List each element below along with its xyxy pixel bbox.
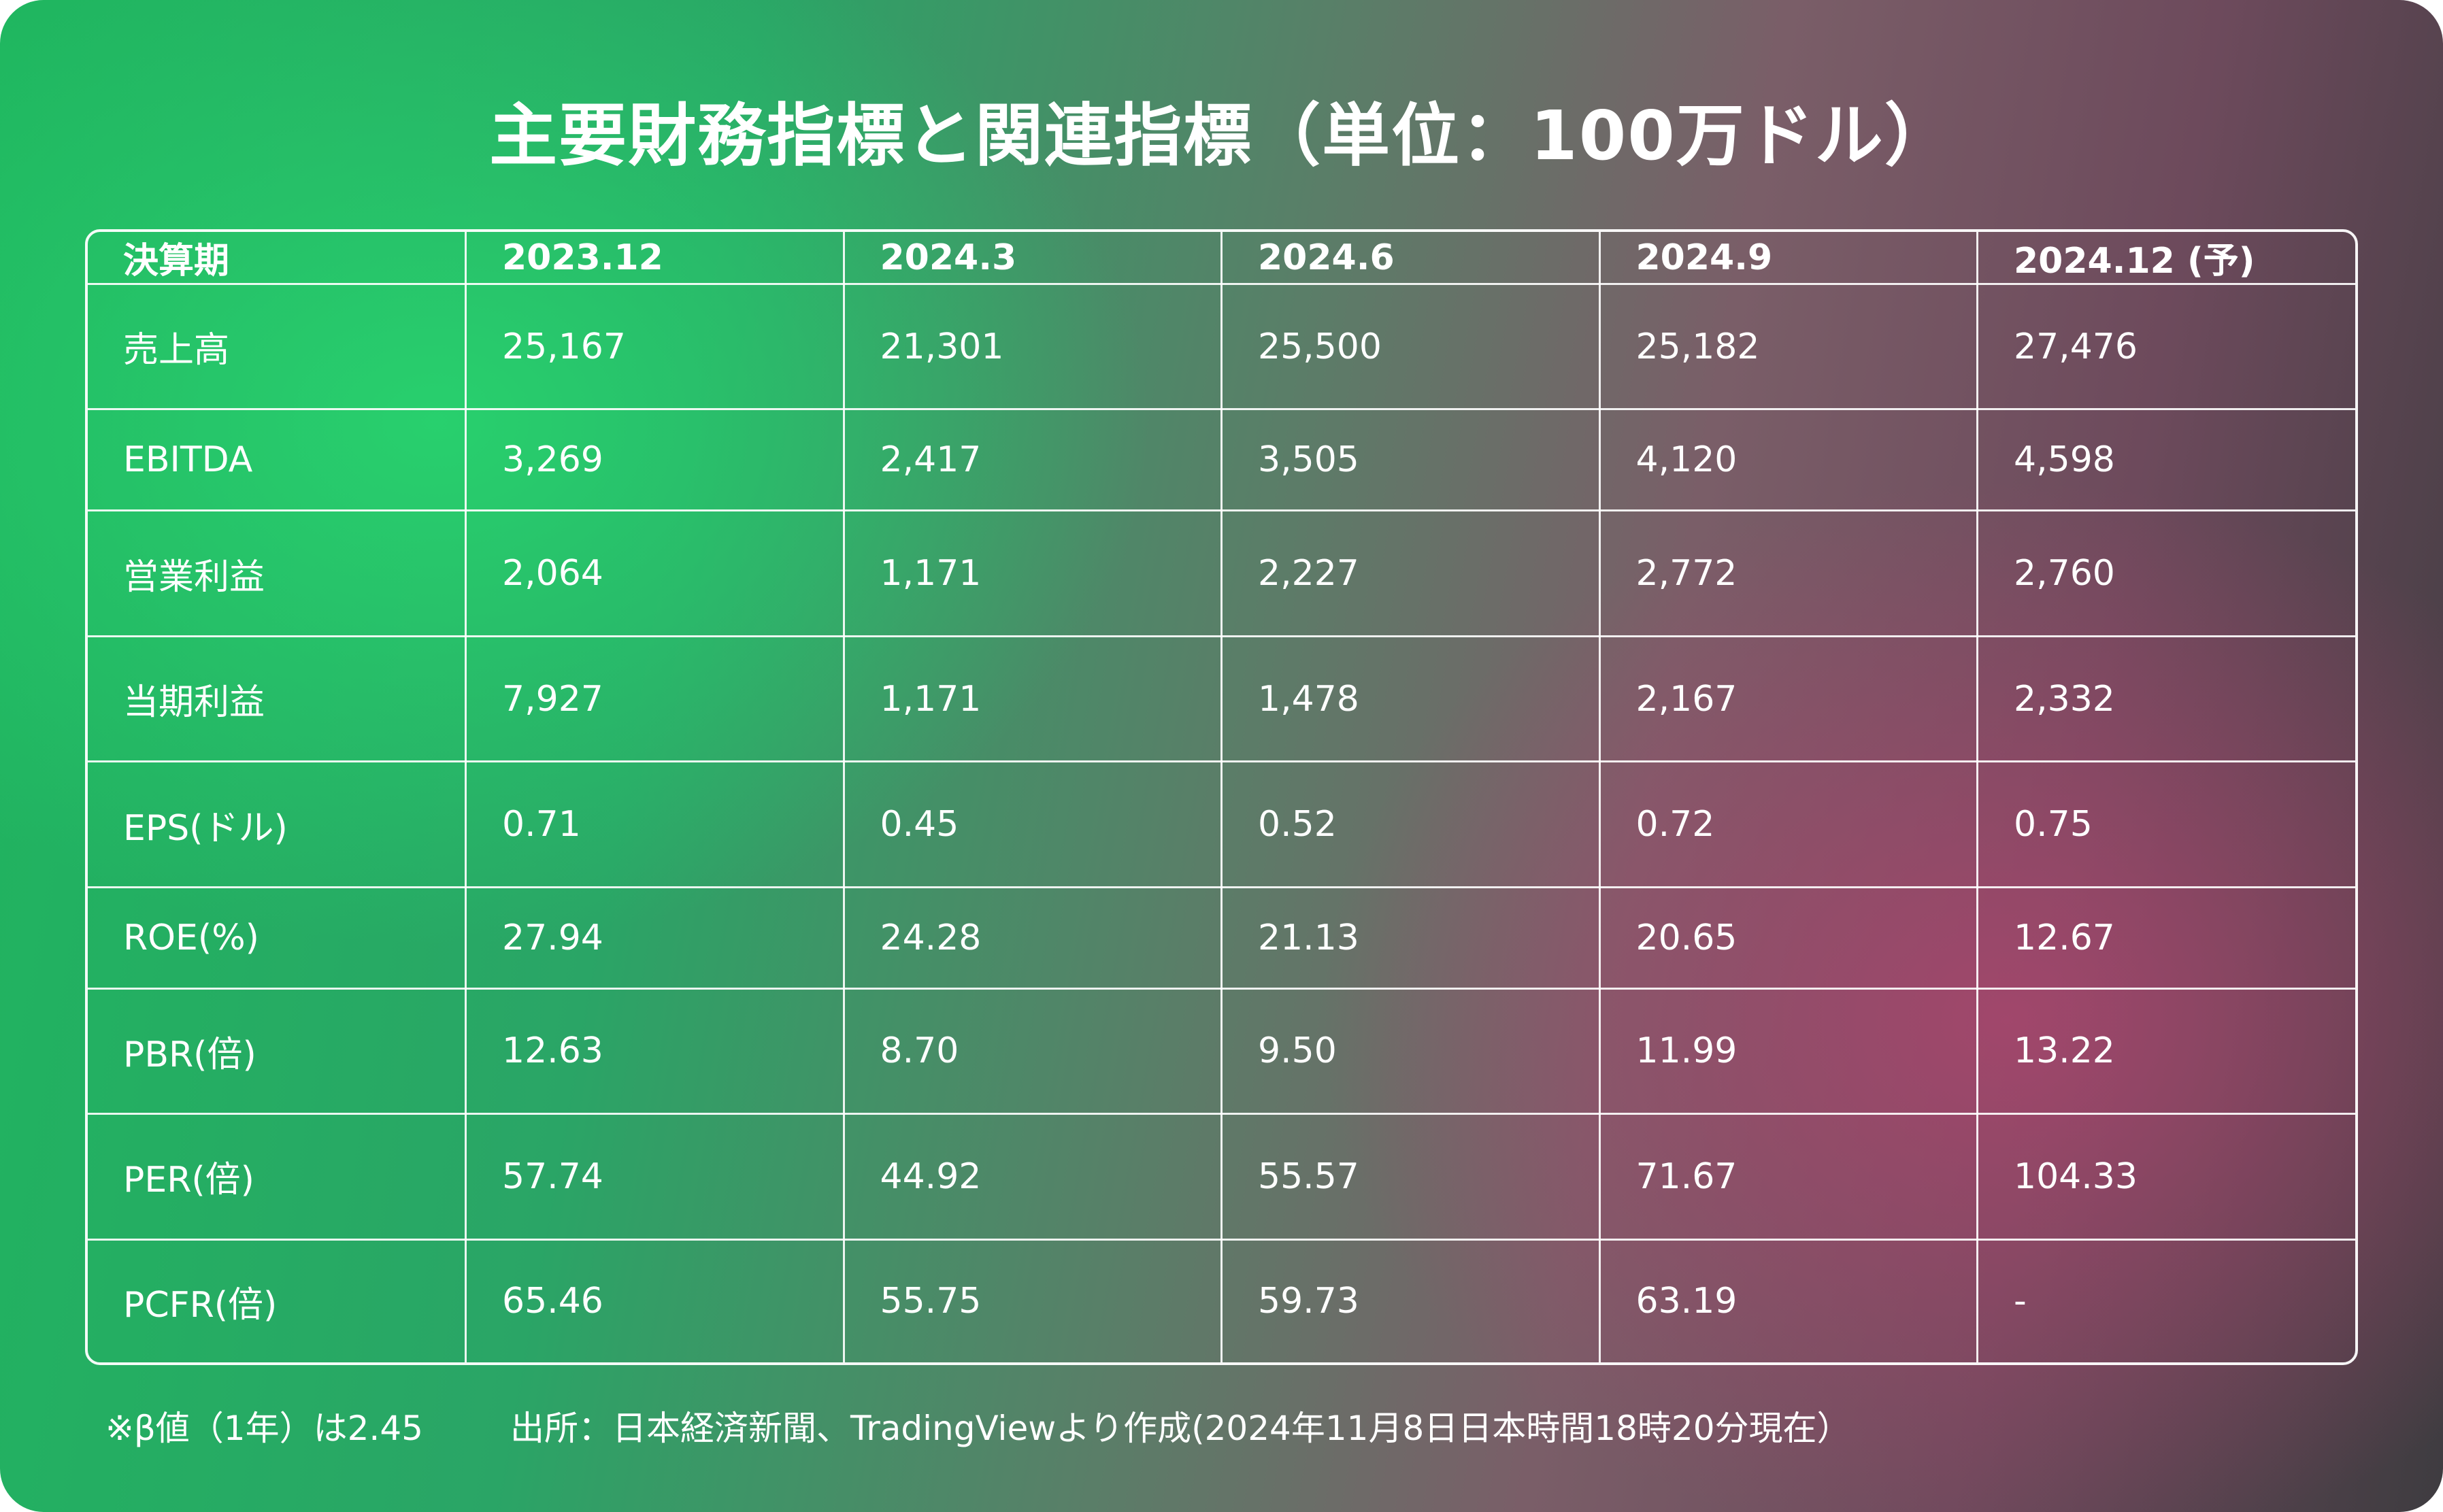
- table-cell: 12.63: [465, 987, 845, 1115]
- table-cell: 0.45: [842, 760, 1223, 888]
- table-cell: 1,478: [1220, 635, 1601, 763]
- table-cell: 25,167: [465, 282, 845, 411]
- row-label: EBITDA: [88, 408, 467, 512]
- table-row-eps: EPS(ドル) 0.71 0.45 0.52 0.72 0.75: [88, 760, 2355, 888]
- header-2024-6: 2024.6: [1220, 232, 1601, 285]
- table-cell: 2,227: [1220, 509, 1601, 637]
- table-cell: 104.33: [1976, 1113, 2355, 1241]
- table-row-pcfr: PCFR(倍) 65.46 55.75 59.73 63.19 -: [88, 1238, 2355, 1362]
- row-label: 営業利益: [88, 509, 467, 637]
- table-cell: 21,301: [842, 282, 1223, 411]
- table-cell: 0.52: [1220, 760, 1601, 888]
- table-cell: 2,417: [842, 408, 1223, 512]
- table-cell: 65.46: [465, 1238, 845, 1362]
- row-label: PER(倍): [88, 1113, 467, 1241]
- table-row-operating-income: 営業利益 2,064 1,171 2,227 2,772 2,760: [88, 509, 2355, 637]
- table-cell: 11.99: [1598, 987, 1978, 1115]
- table-cell: 1,171: [842, 635, 1223, 763]
- table-cell: 0.71: [465, 760, 845, 888]
- table-cell: 20.65: [1598, 886, 1978, 990]
- table-row-ebitda: EBITDA 3,269 2,417 3,505 4,120 4,598: [88, 408, 2355, 512]
- row-label: ROE(%): [88, 886, 467, 990]
- table-cell: 3,269: [465, 408, 845, 512]
- table-cell: 2,760: [1976, 509, 2355, 637]
- table-cell: 27,476: [1976, 282, 2355, 411]
- table-cell: -: [1976, 1238, 2355, 1362]
- table-cell: 59.73: [1220, 1238, 1601, 1362]
- table-cell: 25,182: [1598, 282, 1978, 411]
- financial-table: 決算期 2023.12 2024.3 2024.6 2024.9 2024.12…: [88, 232, 2355, 1362]
- page-title: 主要財務指標と関連指標（単位：100万ドル）: [489, 96, 1954, 175]
- table-cell: 0.75: [1976, 760, 2355, 888]
- row-label: PBR(倍): [88, 987, 467, 1115]
- table-cell: 27.94: [465, 886, 845, 990]
- source-note: 出所：日本経済新聞、TradingViewより作成(2024年11月8日日本時間…: [510, 1409, 1851, 1448]
- table-cell: 0.72: [1598, 760, 1978, 888]
- row-label: 売上高: [88, 282, 467, 411]
- table-cell: 13.22: [1976, 987, 2355, 1115]
- table-cell: 44.92: [842, 1113, 1223, 1241]
- table-cell: 12.67: [1976, 886, 2355, 990]
- table-cell: 21.13: [1220, 886, 1601, 990]
- table-cell: 9.50: [1220, 987, 1601, 1115]
- table-header-row: 決算期 2023.12 2024.3 2024.6 2024.9 2024.12…: [88, 232, 2355, 285]
- table-cell: 1,171: [842, 509, 1223, 637]
- header-2024-3: 2024.3: [842, 232, 1223, 285]
- header-2024-12-forecast: 2024.12 (予): [1976, 232, 2355, 285]
- table-cell: 57.74: [465, 1113, 845, 1241]
- table-cell: 4,598: [1976, 408, 2355, 512]
- table-row-net-income: 当期利益 7,927 1,171 1,478 2,167 2,332: [88, 635, 2355, 763]
- table-row-roe: ROE(%) 27.94 24.28 21.13 20.65 12.67: [88, 886, 2355, 990]
- table-cell: 2,064: [465, 509, 845, 637]
- table-row-pbr: PBR(倍) 12.63 8.70 9.50 11.99 13.22: [88, 987, 2355, 1115]
- table-cell: 24.28: [842, 886, 1223, 990]
- table-cell: 25,500: [1220, 282, 1601, 411]
- table-row-per: PER(倍) 57.74 44.92 55.57 71.67 104.33: [88, 1113, 2355, 1241]
- financial-table-container: 決算期 2023.12 2024.3 2024.6 2024.9 2024.12…: [85, 229, 2358, 1365]
- header-period: 決算期: [88, 232, 467, 285]
- table-cell: 55.57: [1220, 1113, 1601, 1241]
- table-cell: 63.19: [1598, 1238, 1978, 1362]
- table-cell: 3,505: [1220, 408, 1601, 512]
- beta-note: ※β値（1年）は2.45: [105, 1409, 423, 1448]
- table-cell: 7,927: [465, 635, 845, 763]
- row-label: 当期利益: [88, 635, 467, 763]
- table-cell: 2,772: [1598, 509, 1978, 637]
- row-label: PCFR(倍): [88, 1238, 467, 1362]
- table-cell: 2,167: [1598, 635, 1978, 763]
- table-cell: 2,332: [1976, 635, 2355, 763]
- header-2023-12: 2023.12: [465, 232, 845, 285]
- table-row-revenue: 売上高 25,167 21,301 25,500 25,182 27,476: [88, 282, 2355, 411]
- row-label: EPS(ドル): [88, 760, 467, 888]
- table-cell: 71.67: [1598, 1113, 1978, 1241]
- table-cell: 4,120: [1598, 408, 1978, 512]
- table-cell: 55.75: [842, 1238, 1223, 1362]
- table-cell: 8.70: [842, 987, 1223, 1115]
- header-2024-9: 2024.9: [1598, 232, 1978, 285]
